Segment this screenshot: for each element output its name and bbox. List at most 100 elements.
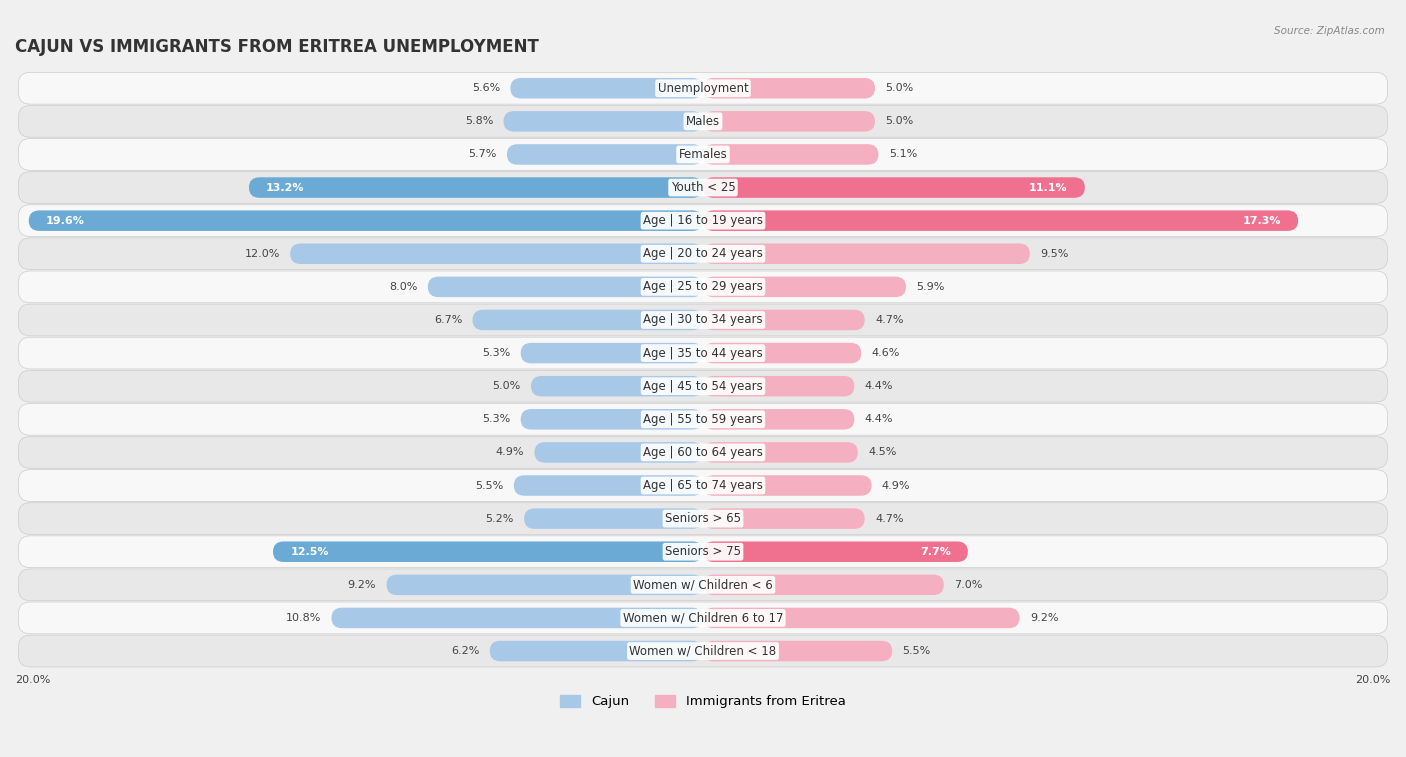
Text: Seniors > 75: Seniors > 75: [665, 545, 741, 558]
FancyBboxPatch shape: [703, 144, 879, 165]
Text: Age | 25 to 29 years: Age | 25 to 29 years: [643, 280, 763, 294]
FancyBboxPatch shape: [520, 409, 703, 429]
Text: Males: Males: [686, 115, 720, 128]
Text: 8.0%: 8.0%: [389, 282, 418, 292]
Text: Women w/ Children < 6: Women w/ Children < 6: [633, 578, 773, 591]
FancyBboxPatch shape: [18, 337, 1388, 369]
Text: Age | 35 to 44 years: Age | 35 to 44 years: [643, 347, 763, 360]
FancyBboxPatch shape: [703, 244, 1029, 264]
Text: 5.5%: 5.5%: [475, 481, 503, 491]
FancyBboxPatch shape: [28, 210, 703, 231]
FancyBboxPatch shape: [703, 78, 875, 98]
Text: Women w/ Children 6 to 17: Women w/ Children 6 to 17: [623, 612, 783, 625]
Text: Age | 30 to 34 years: Age | 30 to 34 years: [643, 313, 763, 326]
Text: 13.2%: 13.2%: [266, 182, 305, 192]
Text: Age | 16 to 19 years: Age | 16 to 19 years: [643, 214, 763, 227]
Text: 5.2%: 5.2%: [485, 513, 513, 524]
Text: 5.0%: 5.0%: [886, 117, 914, 126]
Text: Youth < 25: Youth < 25: [671, 181, 735, 194]
Text: 4.9%: 4.9%: [882, 481, 910, 491]
Text: 17.3%: 17.3%: [1243, 216, 1281, 226]
Text: Age | 45 to 54 years: Age | 45 to 54 years: [643, 380, 763, 393]
FancyBboxPatch shape: [18, 569, 1388, 601]
Text: 6.7%: 6.7%: [434, 315, 463, 325]
FancyBboxPatch shape: [18, 205, 1388, 236]
FancyBboxPatch shape: [18, 503, 1388, 534]
Text: 4.4%: 4.4%: [865, 414, 893, 424]
Text: 4.7%: 4.7%: [875, 315, 904, 325]
Text: Age | 20 to 24 years: Age | 20 to 24 years: [643, 248, 763, 260]
FancyBboxPatch shape: [18, 437, 1388, 469]
FancyBboxPatch shape: [534, 442, 703, 463]
Text: 11.1%: 11.1%: [1029, 182, 1067, 192]
FancyBboxPatch shape: [18, 370, 1388, 402]
FancyBboxPatch shape: [703, 210, 1298, 231]
Text: 4.5%: 4.5%: [868, 447, 897, 457]
FancyBboxPatch shape: [273, 541, 703, 562]
Text: 4.6%: 4.6%: [872, 348, 900, 358]
Text: 5.1%: 5.1%: [889, 149, 917, 160]
Text: Women w/ Children < 18: Women w/ Children < 18: [630, 644, 776, 658]
FancyBboxPatch shape: [18, 105, 1388, 137]
FancyBboxPatch shape: [703, 475, 872, 496]
FancyBboxPatch shape: [387, 575, 703, 595]
Text: 9.5%: 9.5%: [1040, 249, 1069, 259]
FancyBboxPatch shape: [703, 310, 865, 330]
Text: Age | 65 to 74 years: Age | 65 to 74 years: [643, 479, 763, 492]
FancyBboxPatch shape: [703, 442, 858, 463]
FancyBboxPatch shape: [18, 238, 1388, 269]
FancyBboxPatch shape: [520, 343, 703, 363]
FancyBboxPatch shape: [18, 536, 1388, 568]
FancyBboxPatch shape: [249, 177, 703, 198]
Text: 4.9%: 4.9%: [496, 447, 524, 457]
Text: 6.2%: 6.2%: [451, 646, 479, 656]
FancyBboxPatch shape: [703, 640, 893, 662]
Text: 5.0%: 5.0%: [886, 83, 914, 93]
FancyBboxPatch shape: [703, 608, 1019, 628]
Text: CAJUN VS IMMIGRANTS FROM ERITREA UNEMPLOYMENT: CAJUN VS IMMIGRANTS FROM ERITREA UNEMPLO…: [15, 38, 538, 56]
Text: 4.4%: 4.4%: [865, 382, 893, 391]
FancyBboxPatch shape: [703, 343, 862, 363]
FancyBboxPatch shape: [703, 177, 1085, 198]
Text: 12.0%: 12.0%: [245, 249, 280, 259]
Text: 5.3%: 5.3%: [482, 348, 510, 358]
Text: 7.7%: 7.7%: [920, 547, 950, 556]
FancyBboxPatch shape: [503, 111, 703, 132]
FancyBboxPatch shape: [524, 509, 703, 529]
Text: 10.8%: 10.8%: [285, 613, 321, 623]
Text: 7.0%: 7.0%: [955, 580, 983, 590]
Text: 9.2%: 9.2%: [1029, 613, 1059, 623]
Text: 20.0%: 20.0%: [15, 675, 51, 685]
Text: Age | 55 to 59 years: Age | 55 to 59 years: [643, 413, 763, 425]
Text: Unemployment: Unemployment: [658, 82, 748, 95]
Text: 19.6%: 19.6%: [46, 216, 84, 226]
FancyBboxPatch shape: [703, 575, 943, 595]
FancyBboxPatch shape: [703, 409, 855, 429]
FancyBboxPatch shape: [427, 276, 703, 298]
FancyBboxPatch shape: [332, 608, 703, 628]
FancyBboxPatch shape: [513, 475, 703, 496]
Text: 5.8%: 5.8%: [465, 117, 494, 126]
FancyBboxPatch shape: [703, 376, 855, 397]
FancyBboxPatch shape: [18, 304, 1388, 336]
Text: 20.0%: 20.0%: [1355, 675, 1391, 685]
FancyBboxPatch shape: [18, 469, 1388, 501]
FancyBboxPatch shape: [18, 635, 1388, 667]
FancyBboxPatch shape: [703, 276, 905, 298]
FancyBboxPatch shape: [18, 172, 1388, 204]
FancyBboxPatch shape: [489, 640, 703, 662]
Text: Age | 60 to 64 years: Age | 60 to 64 years: [643, 446, 763, 459]
Text: 5.5%: 5.5%: [903, 646, 931, 656]
Text: 5.7%: 5.7%: [468, 149, 496, 160]
FancyBboxPatch shape: [18, 271, 1388, 303]
Text: 4.7%: 4.7%: [875, 513, 904, 524]
Text: 9.2%: 9.2%: [347, 580, 377, 590]
FancyBboxPatch shape: [703, 509, 865, 529]
FancyBboxPatch shape: [472, 310, 703, 330]
Text: Females: Females: [679, 148, 727, 161]
FancyBboxPatch shape: [703, 541, 967, 562]
Text: Seniors > 65: Seniors > 65: [665, 512, 741, 525]
Text: 5.6%: 5.6%: [472, 83, 501, 93]
FancyBboxPatch shape: [531, 376, 703, 397]
Text: 5.0%: 5.0%: [492, 382, 520, 391]
